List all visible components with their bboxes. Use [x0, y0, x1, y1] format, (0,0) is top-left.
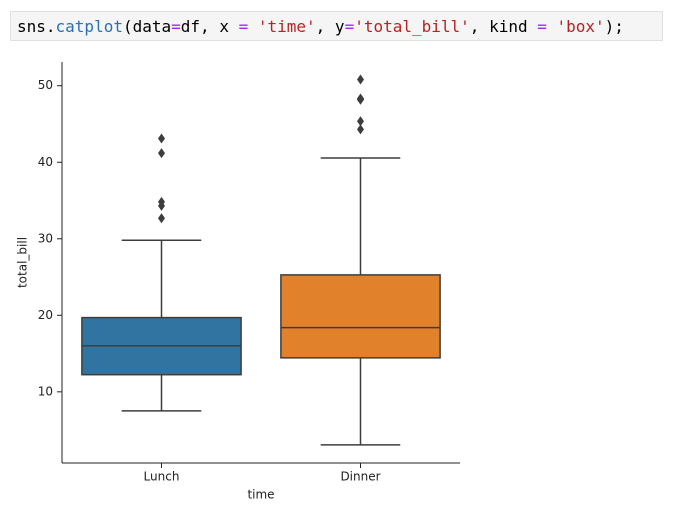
outlier [357, 94, 364, 105]
code-token: = [344, 17, 355, 36]
code-token: sns. [17, 17, 56, 36]
code-token: , kind [469, 17, 538, 36]
outlier [158, 148, 165, 159]
code-token: 'time' [248, 17, 316, 36]
y-axis-label: total_bill [16, 237, 30, 288]
x-tick-label: Dinner [340, 470, 380, 484]
outlier [158, 200, 165, 211]
code-cell: sns.catplot(data=df, x = 'time', y='tota… [10, 11, 663, 41]
code-token: = [171, 17, 181, 36]
x-axis-label: time [247, 488, 274, 502]
y-tick-label: 20 [38, 308, 53, 322]
code-token: , y [315, 17, 345, 36]
x-tick-label: Lunch [144, 470, 180, 484]
outlier [158, 213, 165, 224]
code-token: = [238, 17, 249, 36]
y-tick-label: 30 [38, 231, 53, 245]
outlier [357, 74, 364, 85]
outlier [357, 116, 364, 127]
code-token: 'box' [546, 17, 605, 36]
outlier [357, 124, 364, 135]
code-token: ); [604, 17, 624, 36]
y-tick-label: 10 [38, 384, 53, 398]
code-token: df, x [180, 17, 239, 36]
box [280, 274, 441, 359]
code-token: 'total_bill' [354, 17, 470, 36]
code-token: = [537, 17, 547, 36]
y-tick-label: 50 [38, 78, 53, 92]
code-token: catplot [55, 17, 123, 36]
code-token: (data [122, 17, 172, 36]
outlier [158, 133, 165, 144]
y-tick-label: 40 [38, 155, 53, 169]
